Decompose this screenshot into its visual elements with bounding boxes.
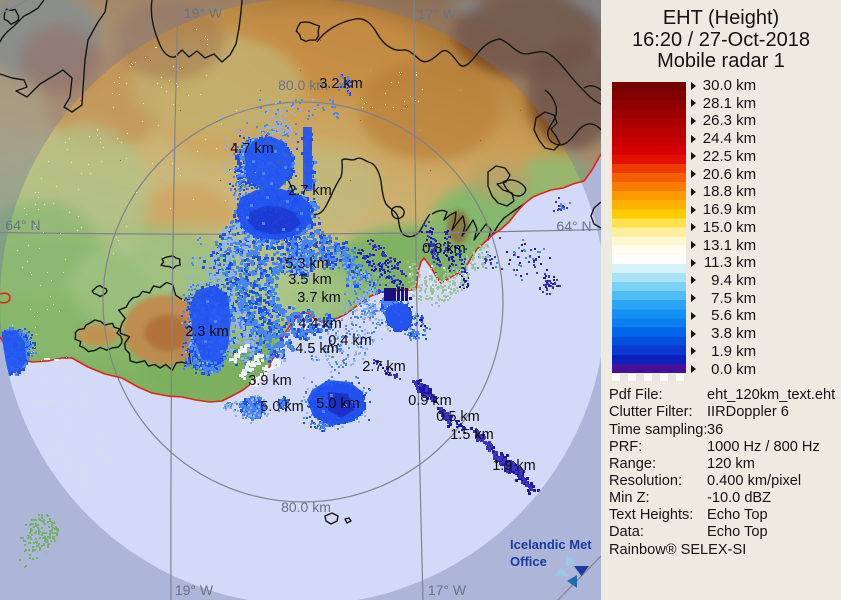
svg-text:0.8 km: 0.8 km <box>422 241 466 257</box>
svg-text:4.4 km: 4.4 km <box>298 316 342 332</box>
svg-text:Office: Office <box>510 554 547 569</box>
svg-text:17° W: 17° W <box>428 582 467 598</box>
svg-text:5.0 km: 5.0 km <box>316 396 360 412</box>
svg-text:2.7 km: 2.7 km <box>362 359 406 375</box>
svg-text:0.9 km: 0.9 km <box>408 393 452 409</box>
svg-text:2.7 km: 2.7 km <box>288 183 332 199</box>
svg-text:64° N: 64° N <box>5 217 40 233</box>
svg-text:64° N: 64° N <box>556 218 591 234</box>
svg-text:4.5 km: 4.5 km <box>295 341 339 357</box>
svg-text:80.0 km: 80.0 km <box>281 499 331 515</box>
svg-text:3.5 km: 3.5 km <box>288 272 332 288</box>
svg-text:3.9 km: 3.9 km <box>248 373 292 389</box>
svg-text:17° W: 17° W <box>418 6 457 22</box>
svg-text:3.7 km: 3.7 km <box>297 290 341 306</box>
svg-text:3.2 km: 3.2 km <box>319 76 363 92</box>
svg-text:1.5 km: 1.5 km <box>450 427 494 443</box>
svg-text:19° W: 19° W <box>184 5 223 21</box>
svg-text:0.5 km: 0.5 km <box>436 409 480 425</box>
svg-text:1.9 km: 1.9 km <box>492 458 536 474</box>
svg-text:5.0 km: 5.0 km <box>260 399 304 415</box>
svg-text:4.7 km: 4.7 km <box>230 141 274 157</box>
svg-text:0.4 km: 0.4 km <box>328 333 372 349</box>
svg-text:19° W: 19° W <box>175 582 214 598</box>
svg-text:2.3 km: 2.3 km <box>185 324 229 340</box>
svg-text:5.3 km: 5.3 km <box>285 256 329 272</box>
svg-text:Icelandic Met: Icelandic Met <box>510 537 592 552</box>
svg-text:80.0 km: 80.0 km <box>278 77 328 93</box>
